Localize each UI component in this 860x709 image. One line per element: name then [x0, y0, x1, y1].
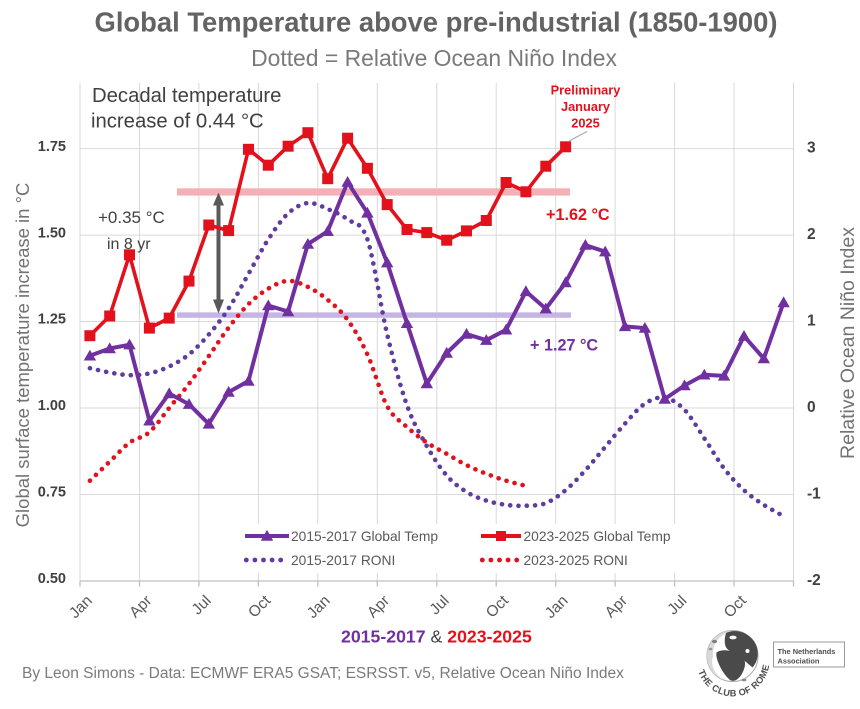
svg-text:1.50: 1.50	[38, 225, 66, 241]
svg-text:3: 3	[807, 140, 816, 157]
svg-text:2015-2017 Global Temp: 2015-2017 Global Temp	[291, 529, 438, 544]
svg-text:1: 1	[807, 313, 816, 330]
svg-text:2015-2017 RONI: 2015-2017 RONI	[291, 553, 395, 568]
svg-text:+0.35 °C: +0.35 °C	[98, 208, 165, 227]
svg-text:2015-2017 & 2023-2025: 2015-2017 & 2023-2025	[341, 627, 532, 647]
svg-text:+ 1.27 °C: + 1.27 °C	[530, 337, 598, 355]
svg-text:1.75: 1.75	[38, 139, 66, 155]
svg-text:Preliminary: Preliminary	[551, 83, 622, 98]
svg-text:Relative Ocean Niño Index: Relative Ocean Niño Index	[837, 227, 859, 459]
svg-text:2025: 2025	[571, 116, 599, 131]
svg-text:Global Temperature above pre-i: Global Temperature above pre-industrial …	[95, 7, 778, 38]
svg-text:2023-2025 RONI: 2023-2025 RONI	[524, 553, 628, 568]
svg-text:1.00: 1.00	[38, 398, 66, 414]
svg-text:in 8 yr: in 8 yr	[107, 236, 151, 253]
svg-text:2023-2025 Global Temp: 2023-2025 Global Temp	[524, 529, 671, 544]
svg-text:0.50: 0.50	[38, 571, 66, 587]
svg-text:Decadal temperature: Decadal temperature	[92, 85, 281, 107]
svg-text:By Leon Simons - Data: ECMWF E: By Leon Simons - Data: ECMWF ERA5 GSAT; …	[22, 665, 624, 682]
svg-text:-2: -2	[807, 572, 821, 589]
svg-text:0: 0	[807, 399, 816, 416]
svg-text:2: 2	[807, 226, 816, 243]
svg-text:The Netherlands: The Netherlands	[778, 647, 836, 656]
svg-text:0.75: 0.75	[38, 485, 66, 501]
svg-text:1.25: 1.25	[38, 312, 66, 328]
svg-text:+1.62 °C: +1.62 °C	[546, 206, 610, 224]
svg-text:Dotted = Relative Ocean Niño I: Dotted = Relative Ocean Niño Index	[251, 45, 617, 71]
svg-text:increase of 0.44 °C: increase of 0.44 °C	[91, 111, 264, 133]
svg-text:Global surface temperature inc: Global surface temperature increase in °…	[12, 183, 33, 528]
svg-text:-1: -1	[807, 486, 821, 503]
svg-text:January: January	[561, 99, 611, 114]
svg-text:Association: Association	[778, 657, 820, 666]
